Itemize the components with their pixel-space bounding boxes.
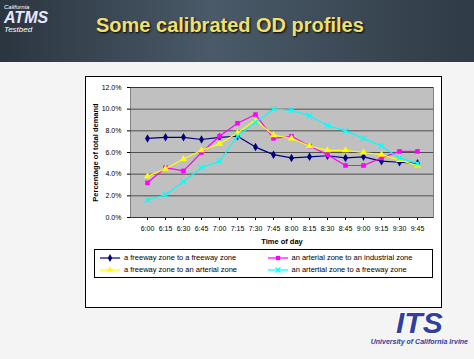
html-text:an artertial zone to a freeway: an artertial zone to a freeway zone [291,265,407,274]
svg-text:6:15: 6:15 [159,225,173,232]
svg-text:8:30: 8:30 [321,225,335,232]
html-text:Some calibrated OD profiles: Some calibrated OD profiles [96,14,364,36]
svg-text:2.0%: 2.0% [106,192,122,199]
html-text:Testbed: Testbed [4,25,33,34]
svg-text:7:15: 7:15 [231,225,245,232]
svg-text:8.0%: 8.0% [106,127,122,134]
svg-text:Percentage of total demand: Percentage of total demand [91,103,100,202]
svg-text:6:45: 6:45 [195,225,209,232]
html-text:a freeway zone to a freeway zo: a freeway zone to a freeway zone [124,253,237,262]
html-text:University of California Irvin: University of California Irvine [370,338,468,345]
svg-text:4.0%: 4.0% [106,170,122,177]
html-text:ITS: ITS [396,306,443,339]
svg-text:8:15: 8:15 [303,225,317,232]
svg-text:6.0%: 6.0% [106,149,122,156]
svg-text:7:30: 7:30 [249,225,263,232]
svg-text:9:15: 9:15 [375,225,389,232]
svg-text:9:45: 9:45 [411,225,425,232]
html-text:California: California [4,4,30,10]
svg-text:6:30: 6:30 [177,225,191,232]
svg-text:10.0%: 10.0% [102,105,122,112]
svg-text:7:00: 7:00 [213,225,227,232]
html-text:a freeway zone to an arterial: a freeway zone to an arterial zone [124,265,237,274]
svg-text:8:00: 8:00 [285,225,299,232]
svg-text:8:45: 8:45 [339,225,353,232]
svg-text:12.0%: 12.0% [102,84,122,91]
svg-text:9:30: 9:30 [393,225,407,232]
svg-text:0.0%: 0.0% [106,214,122,221]
html-text:ATMS: ATMS [4,9,49,26]
html-text:an arterial zone to an industr: an arterial zone to an industrial zone [291,253,413,262]
svg-text:Time of day: Time of day [261,237,303,246]
svg-text:9:00: 9:00 [357,225,371,232]
svg-text:6:00: 6:00 [141,225,155,232]
svg-text:7:45: 7:45 [267,225,281,232]
